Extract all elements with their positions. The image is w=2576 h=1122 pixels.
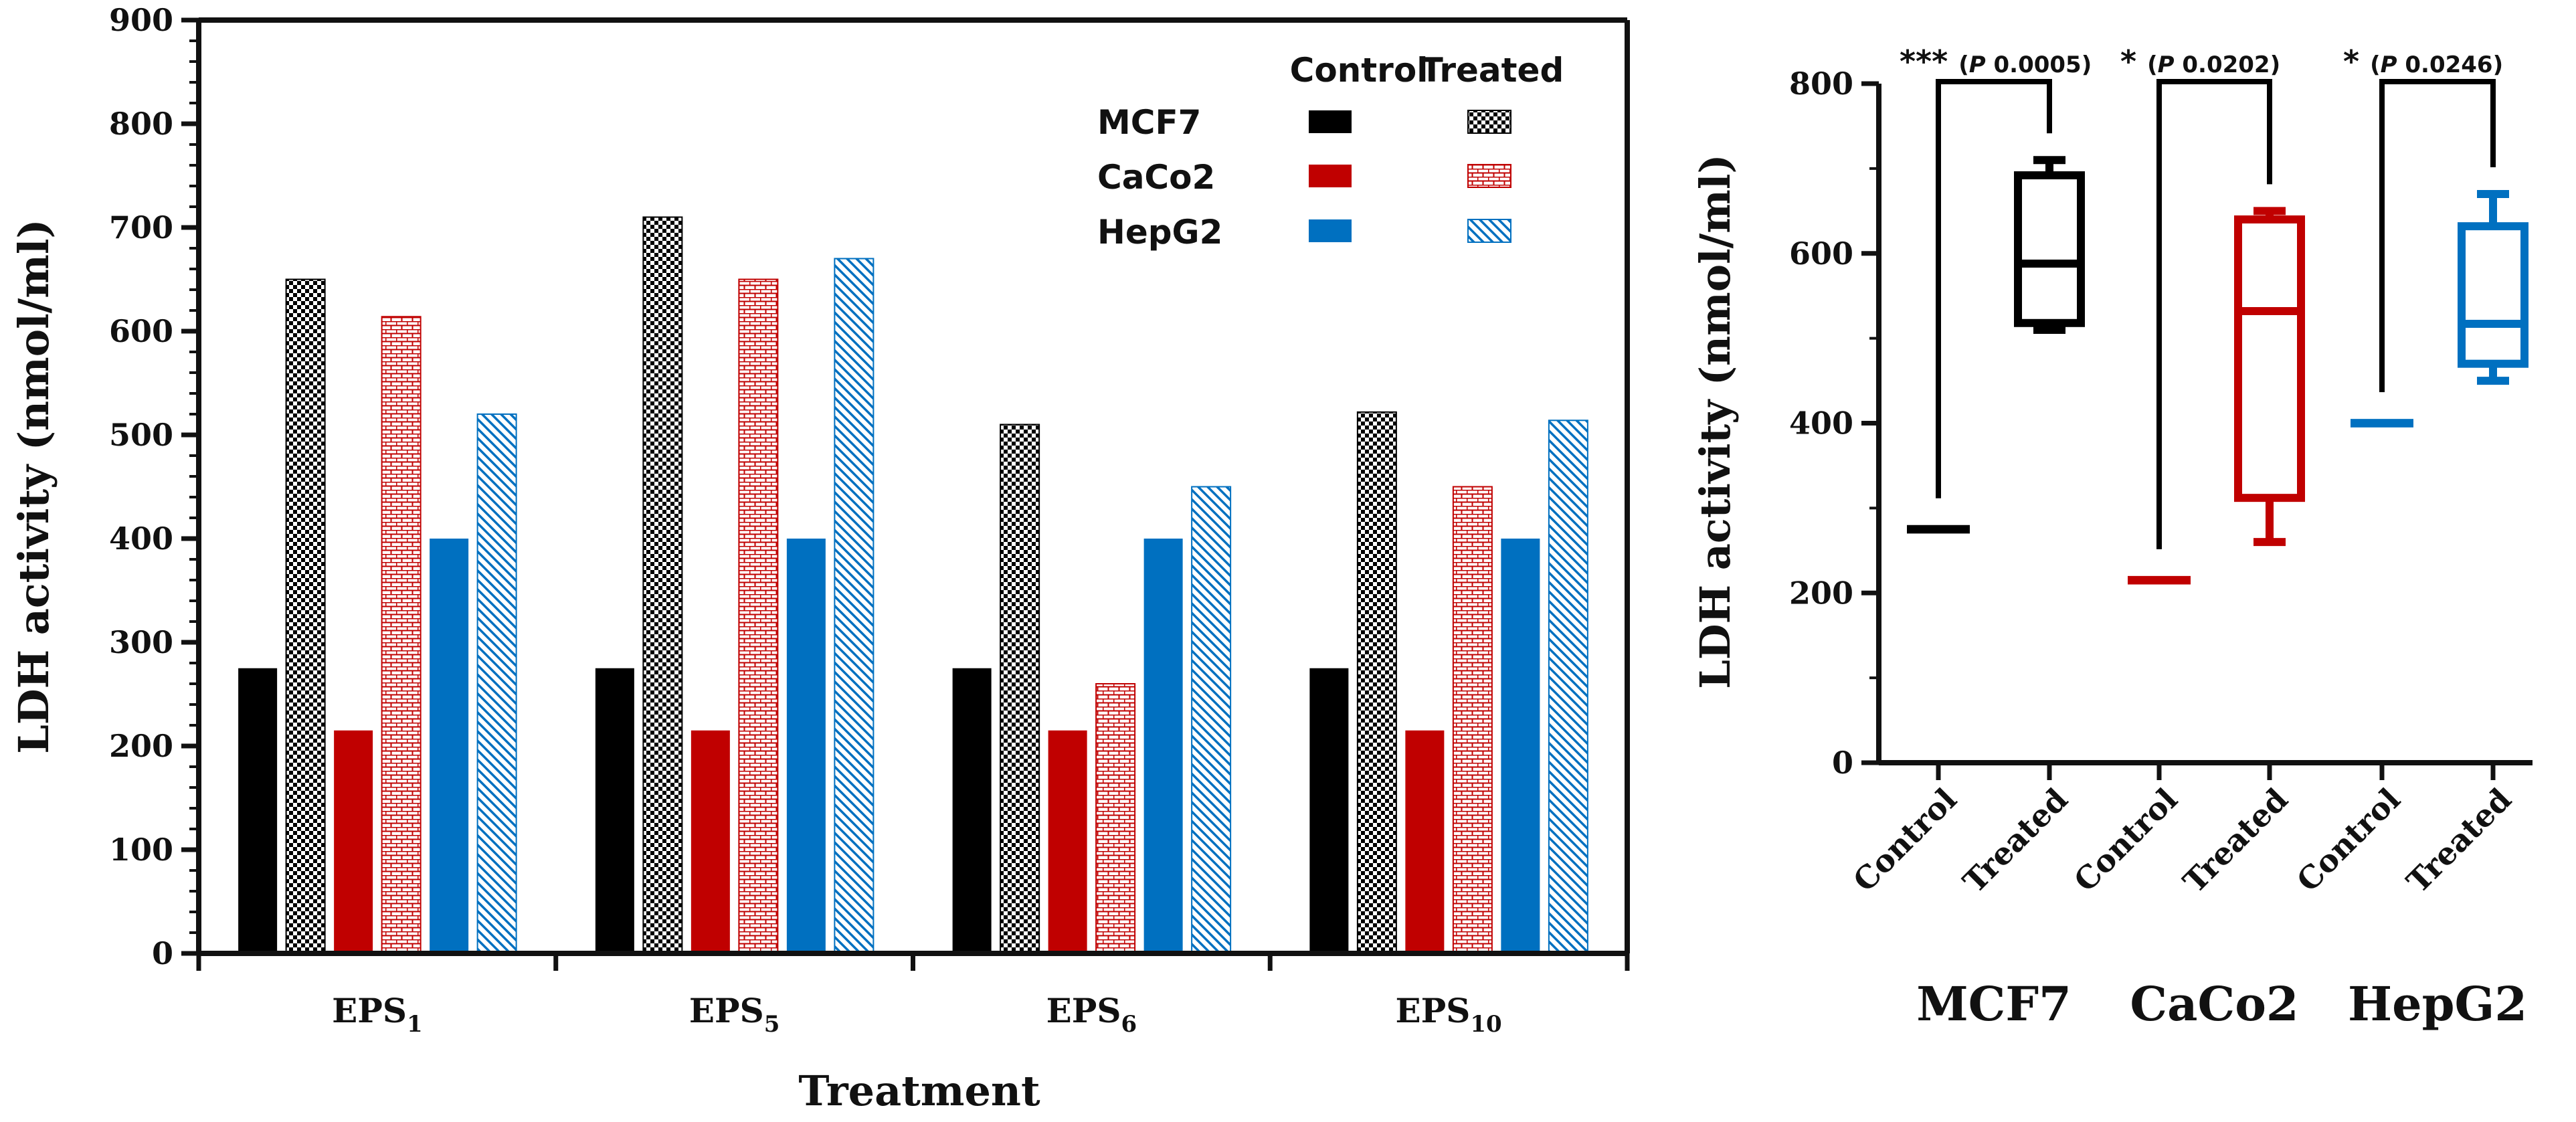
bar-caco2-treated-eps1 [381, 316, 422, 954]
legend-swatch-mcf7-control [1309, 110, 1352, 133]
box-hepg2-treated [2458, 189, 2528, 385]
bar-mcf7-treated-eps6 [1000, 424, 1040, 954]
y-tick-label-300: 300 [109, 624, 173, 660]
significance-bracket-mcf7 [1936, 79, 2052, 498]
bar-hepg2-control-eps10 [1501, 539, 1540, 953]
y-tick-label-600: 600 [109, 313, 173, 349]
box-y-axis-title: LDH activity (nmol/ml) [1691, 154, 1740, 689]
bar-hepg2-treated-eps1 [476, 413, 517, 954]
bar-mcf7-control-eps1 [238, 668, 278, 953]
box-x-label-hepg2-treated: Treated [2399, 781, 2518, 900]
legend-label-mcf7: MCF7 [1097, 103, 1201, 142]
y-tick-label-400: 400 [109, 521, 173, 557]
bar-mcf7-treated-eps10 [1356, 411, 1397, 954]
bar-mcf7-treated-eps1 [285, 278, 326, 954]
y-tick-label-800: 800 [109, 106, 173, 142]
bar-caco2-treated-eps10 [1452, 486, 1493, 954]
x-categories: EPS1 EPS5 EPS6 EPS10 [196, 953, 1630, 1038]
x-axis-title: Treatment [798, 1066, 1040, 1115]
box-x-label-mcf7-treated: Treated [1956, 781, 2074, 900]
bar-mcf7-treated-eps5 [642, 216, 683, 954]
x-category-label-eps1: EPS1 [332, 991, 423, 1038]
x-category-label-eps6: EPS6 [1046, 991, 1137, 1038]
y-tick-label-0: 0 [152, 935, 173, 971]
y-tick-label-700: 700 [109, 209, 173, 246]
bar-hepg2-control-eps6 [1143, 539, 1183, 953]
box-caco2-treated [2234, 207, 2305, 547]
y-tick-label-500: 500 [109, 417, 173, 453]
box-x-label-caco2-treated: Treated [2176, 781, 2294, 900]
significance-bracket-hepg2 [2379, 79, 2496, 393]
significance-brackets: *** (P 0.0005) * (P 0.0202) * (P 0.0246) [1900, 43, 2503, 549]
y-tick-label-100: 100 [109, 832, 173, 868]
significance-label-caco2: * (P 0.0202) [2120, 43, 2280, 80]
y-tick-label-900: 900 [109, 2, 173, 38]
bar-mcf7-control-eps10 [1309, 668, 1349, 953]
legend-label-caco2: CaCo2 [1097, 158, 1215, 197]
legend-label-hepg2: HepG2 [1097, 213, 1222, 252]
group-label-mcf7: MCF7 [1916, 976, 2072, 1032]
legend-swatch-caco2-treated [1467, 164, 1511, 188]
box-mcf7-control-box [1907, 525, 1970, 534]
significance-label-mcf7: *** (P 0.0005) [1900, 43, 2092, 80]
bar-hepg2-treated-eps6 [1191, 486, 1232, 954]
bar-caco2-treated-eps6 [1095, 683, 1136, 954]
legend-header-control: Control [1290, 51, 1429, 90]
significance-label-hepg2: * (P 0.0246) [2343, 43, 2503, 80]
bar-caco2-control-eps6 [1048, 730, 1087, 953]
legend-swatch-caco2-control [1309, 165, 1352, 187]
box-y-tick-label-800: 800 [1789, 66, 1853, 102]
bar-caco2-control-eps10 [1405, 730, 1445, 953]
box-x-labels: ControlTreatedMCF7ControlTreatedCaCo2Con… [1846, 763, 2527, 1032]
box-y-ticks: 0 200 400 600 800 [1789, 66, 1879, 781]
y-axis-title: LDH activity (nmol/ml) [9, 219, 58, 754]
box-hepg2-control [2351, 419, 2413, 428]
box-marks [1907, 156, 2528, 585]
bar-hepg2-treated-eps10 [1548, 419, 1588, 954]
y-ticks: 0 100 200 300 400 500 600 700 800 900 [109, 2, 199, 971]
box-hepg2-control-box [2351, 419, 2413, 428]
box-y-tick-label-600: 600 [1789, 236, 1853, 272]
box-mcf7-control [1907, 525, 1970, 534]
box-y-tick-label-0: 0 [1832, 745, 1853, 781]
box-mcf7-treated [2014, 156, 2085, 334]
box-caco2-control-box [2128, 575, 2191, 585]
legend-swatch-mcf7-treated [1467, 110, 1511, 134]
group-label-hepg2: HepG2 [2348, 976, 2527, 1032]
box-y-tick-label-200: 200 [1789, 575, 1853, 611]
legend-header-treated: Treated [1420, 51, 1564, 90]
y-tick-label-200: 200 [109, 728, 173, 764]
box-x-label-caco2-control: Control [2067, 781, 2185, 899]
box-x-label-hepg2-control: Control [2290, 781, 2407, 899]
bar-mcf7-control-eps6 [952, 668, 992, 953]
legend-swatch-hepg2-treated [1467, 219, 1511, 243]
x-category-label-eps5: EPS5 [689, 991, 780, 1038]
legend: Control Treated MCF7 CaCo2 HepG2 [1097, 51, 1564, 252]
box-chart: *** (P 0.0005) * (P 0.0202) * (P 0.0246) 0… [1691, 43, 2533, 1032]
box-caco2-control [2128, 575, 2191, 585]
bar-caco2-treated-eps5 [738, 278, 779, 954]
bar-marks [238, 216, 1588, 954]
group-label-caco2: CaCo2 [2130, 976, 2298, 1032]
bar-hepg2-treated-eps5 [834, 258, 875, 954]
bar-hepg2-control-eps5 [786, 539, 826, 953]
box-hepg2-treated-box [2458, 222, 2528, 368]
bar-caco2-control-eps5 [691, 730, 730, 953]
bar-caco2-control-eps1 [334, 730, 373, 953]
box-x-label-mcf7-control: Control [1846, 781, 1964, 899]
significance-bracket-caco2 [2156, 79, 2272, 549]
bar-mcf7-control-eps5 [595, 668, 634, 953]
legend-swatch-hepg2-control [1309, 219, 1352, 242]
box-caco2-treated-box [2234, 215, 2305, 502]
bar-hepg2-control-eps1 [430, 539, 469, 953]
box-mcf7-treated-box [2014, 171, 2085, 327]
x-category-label-eps10: EPS10 [1396, 991, 1502, 1038]
box-y-tick-label-400: 400 [1789, 405, 1853, 442]
